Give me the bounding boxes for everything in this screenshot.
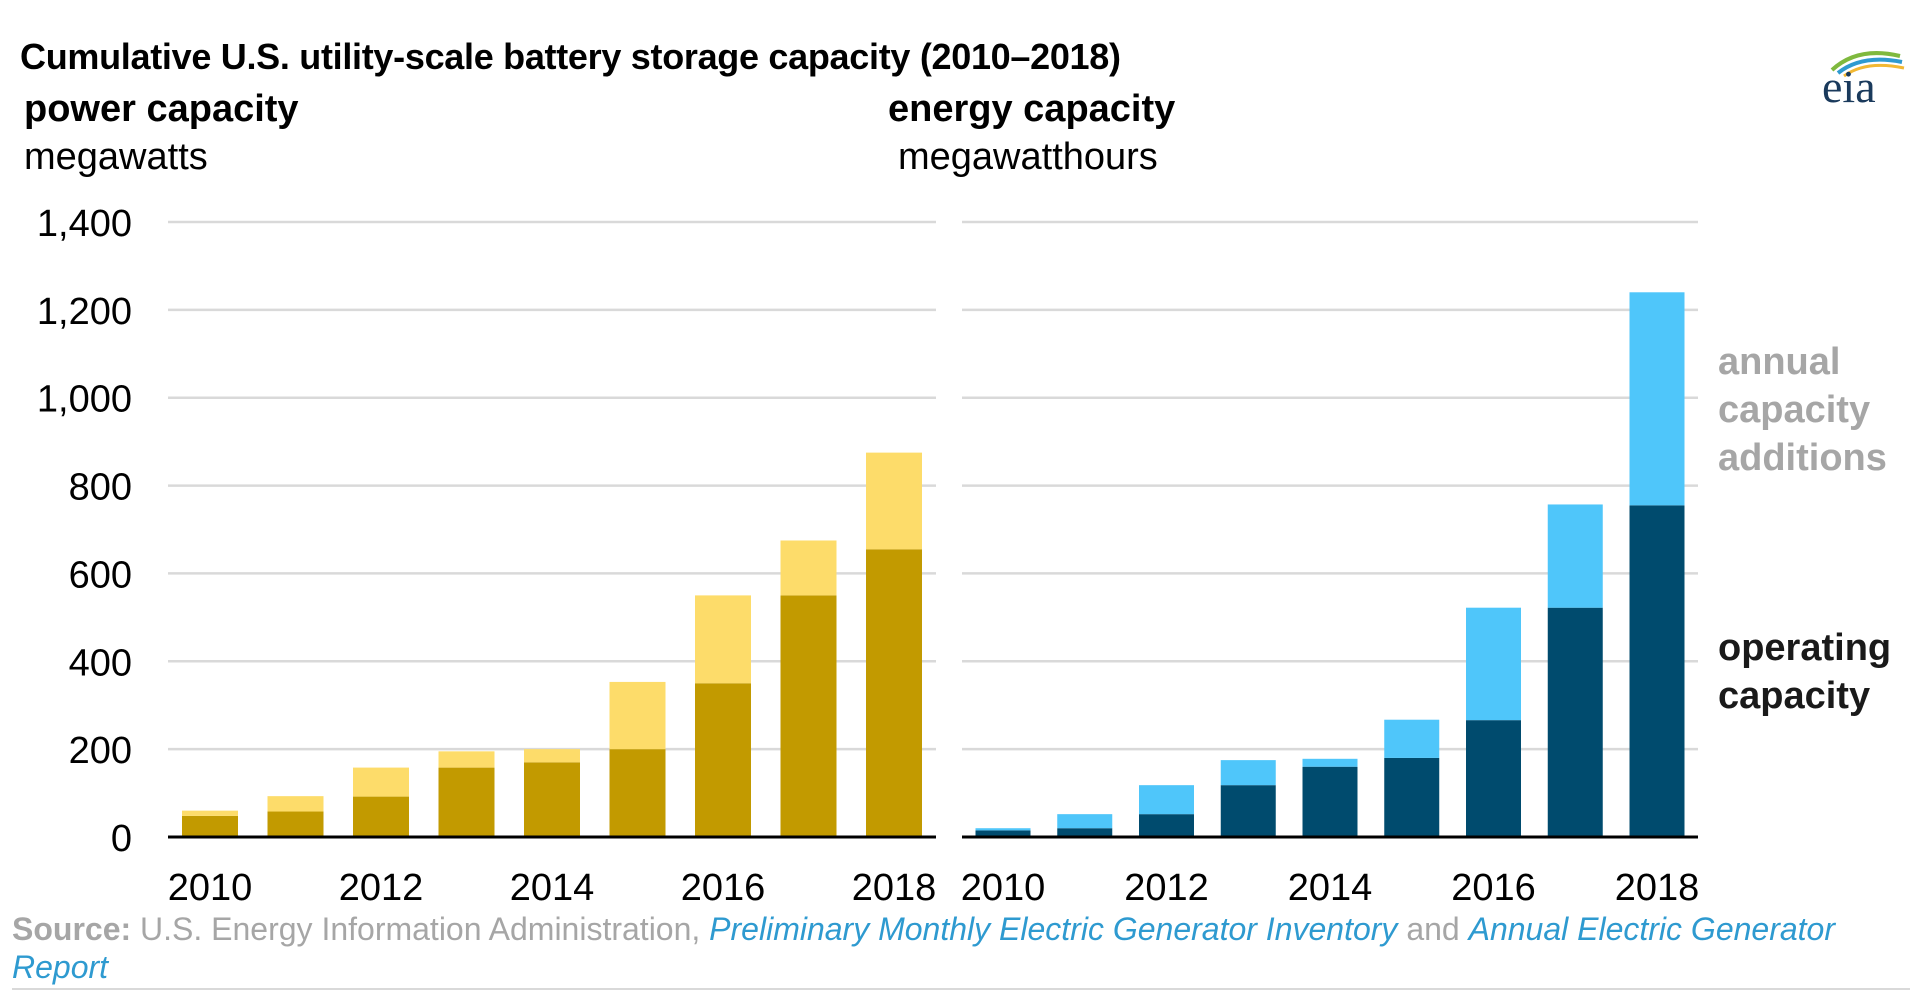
eia-logo: eia: [1818, 40, 1908, 112]
energy-panel-title: energy capacity: [888, 88, 1176, 130]
source-link-annual-report[interactable]: Annual Electric Generator Report: [12, 911, 1835, 985]
y-tick-label: 600: [69, 554, 132, 596]
energy-x-tick-label: 2014: [1288, 867, 1373, 909]
power-bar-additions-2017: [780, 540, 837, 596]
energy-bar-additions-2010: [975, 828, 1031, 831]
energy-bar-additions-2016: [1466, 607, 1521, 721]
power-x-tick-label: 2012: [339, 867, 424, 909]
power-bar-additions-2014: [524, 749, 580, 763]
legend-additions-line-3: additions: [1718, 437, 1887, 479]
energy-bar-operating-2016: [1466, 720, 1521, 837]
chart-title: Cumulative U.S. utility-scale battery st…: [20, 36, 1121, 77]
energy-bar-operating-2018: [1629, 505, 1685, 837]
energy-x-tick-label: 2012: [1124, 867, 1209, 909]
power-x-tick-label: 2016: [681, 867, 766, 909]
power-bar-additions-2012: [353, 767, 409, 797]
power-bar-operating-2010: [182, 815, 238, 837]
battery-storage-chart: 0 200 400 600 800 1,000 1,200 1,400 2010 2012 2014…: [37, 203, 1700, 909]
power-panel-title: power capacity: [24, 88, 299, 130]
power-x-tick-label: 2014: [510, 867, 595, 909]
energy-bar-additions-2018: [1629, 292, 1685, 506]
y-tick-label: 1,200: [37, 291, 132, 333]
power-bar-operating-2017: [780, 595, 837, 837]
source-text: U.S. Energy Information Administration,: [140, 911, 701, 947]
power-bar-operating-2018: [866, 549, 922, 837]
source-note: Source: U.S. Energy Information Administ…: [12, 910, 1892, 986]
legend-additions-line-1: annual: [1718, 341, 1841, 383]
power-bar-additions-2013: [438, 751, 495, 768]
power-panel-unit: megawatts: [24, 136, 208, 178]
power-bar-additions-2015: [609, 681, 666, 750]
energy-bar-operating-2014: [1302, 766, 1358, 837]
source-label: Source:: [12, 911, 132, 947]
energy-bar-additions-2013: [1220, 760, 1276, 786]
power-bar-additions-2018: [866, 452, 922, 550]
power-x-tick-label: 2010: [168, 867, 253, 909]
energy-bar-additions-2014: [1302, 758, 1358, 767]
energy-bar-additions-2011: [1057, 814, 1113, 829]
energy-bar-additions-2012: [1139, 785, 1194, 815]
energy-x-tick-label: 2016: [1451, 867, 1536, 909]
energy-x-tick-label: 2010: [961, 867, 1046, 909]
source-and: and: [1406, 911, 1460, 947]
energy-bar-additions-2017: [1547, 504, 1603, 608]
y-tick-label: 400: [69, 642, 132, 684]
power-bar-additions-2010: [182, 810, 238, 816]
source-link-monthly-inventory[interactable]: Preliminary Monthly Electric Generator I…: [709, 911, 1398, 947]
power-bar-additions-2011: [267, 796, 324, 812]
legend-operating-line-1: operating: [1718, 627, 1892, 669]
energy-bar-operating-2010: [975, 830, 1031, 837]
y-tick-label: 1,000: [37, 379, 132, 421]
power-bar-operating-2014: [524, 762, 580, 837]
energy-bar-operating-2013: [1220, 785, 1276, 837]
bottom-divider: [12, 988, 1910, 990]
power-bar-operating-2016: [695, 683, 751, 837]
eia-logo-text: eia: [1822, 61, 1876, 112]
power-bar-operating-2013: [438, 767, 495, 837]
energy-bar-operating-2012: [1139, 814, 1194, 837]
legend-annual-additions: annual capacity additions: [1718, 338, 1887, 482]
energy-bar-operating-2011: [1057, 828, 1113, 837]
energy-bar-additions-2015: [1384, 719, 1440, 758]
energy-panel-unit: megawatthours: [898, 136, 1158, 178]
energy-bar-operating-2015: [1384, 757, 1440, 837]
power-x-tick-label: 2018: [852, 867, 937, 909]
power-bar-operating-2012: [353, 796, 409, 837]
power-bar-operating-2011: [267, 811, 324, 837]
energy-x-tick-label: 2018: [1615, 867, 1700, 909]
y-tick-label: 800: [69, 467, 132, 509]
legend-additions-line-2: capacity: [1718, 389, 1871, 431]
legend-operating-capacity: operating capacity: [1718, 624, 1891, 720]
energy-bar-operating-2017: [1547, 607, 1603, 837]
y-tick-label: 200: [69, 730, 132, 772]
y-tick-label: 1,400: [37, 203, 132, 245]
power-bar-additions-2016: [695, 595, 751, 684]
legend-operating-line-2: capacity: [1718, 675, 1871, 717]
power-bar-operating-2015: [609, 749, 666, 837]
y-tick-label: 0: [111, 818, 132, 860]
